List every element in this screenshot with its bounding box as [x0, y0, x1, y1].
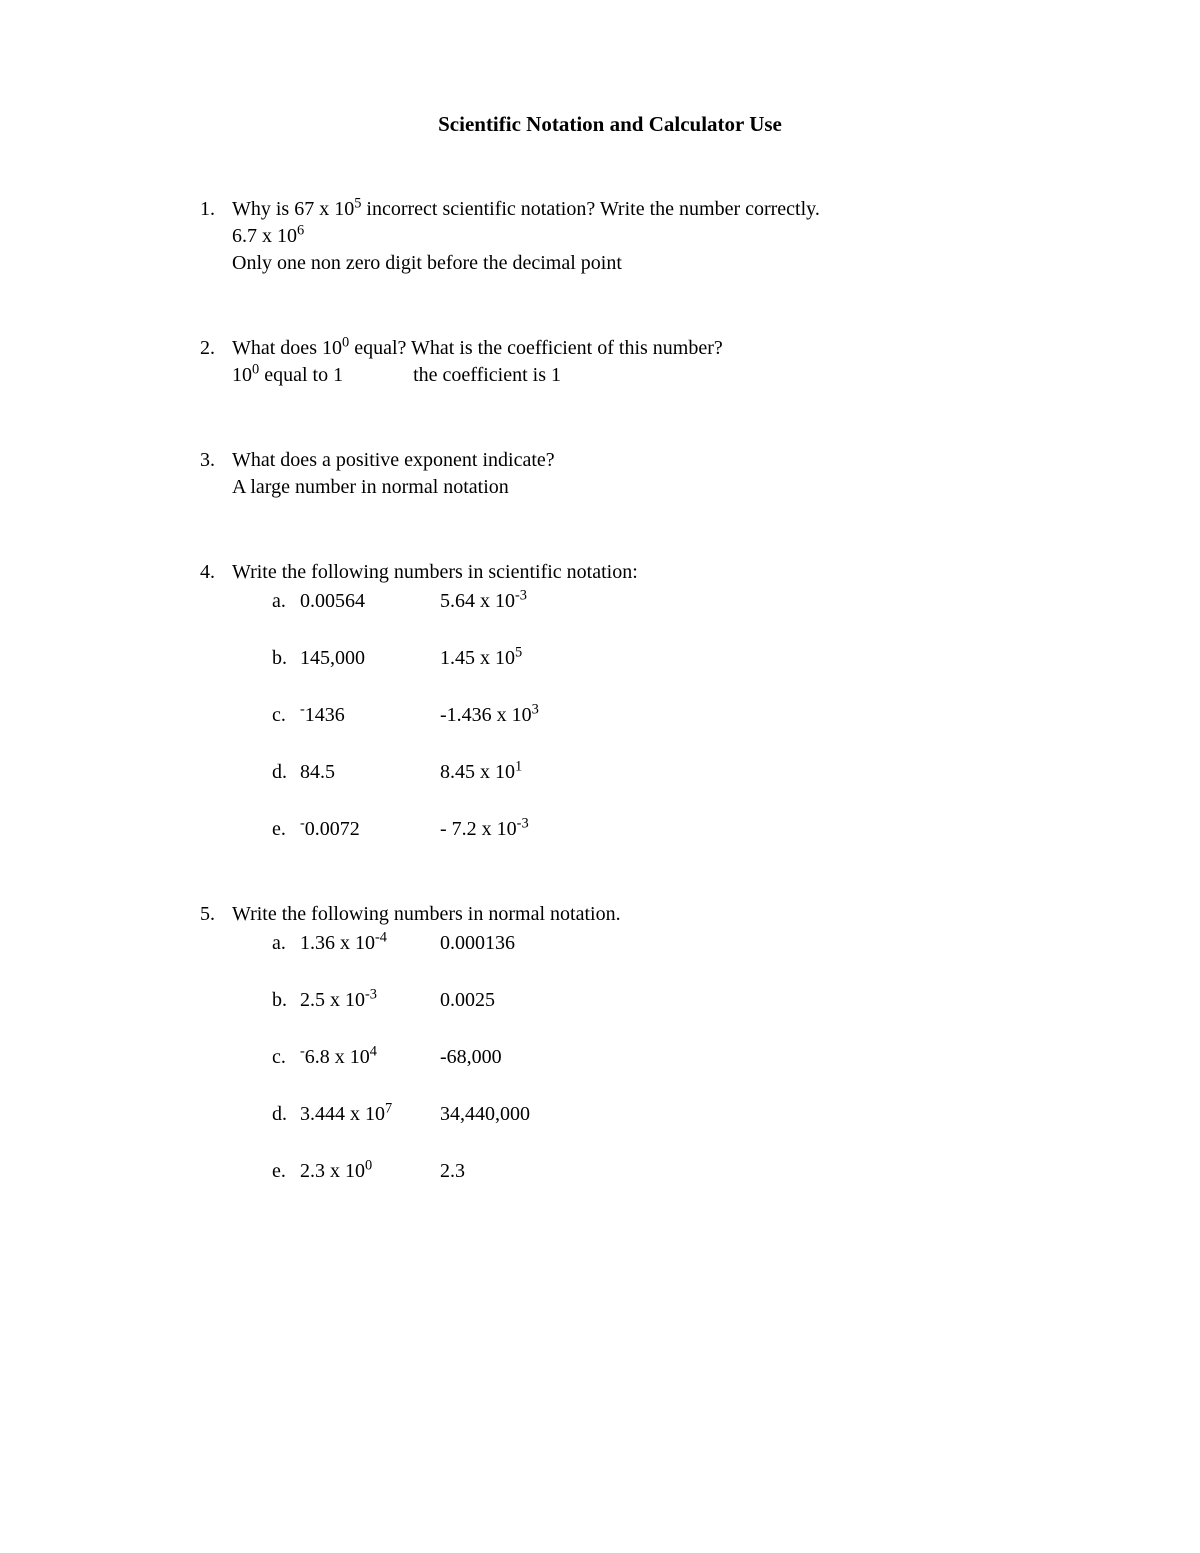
q4e-answer: - 7.2 x 10-3: [440, 816, 1020, 843]
q4-item-d: d. 84.5 8.45 x 101: [272, 759, 1020, 786]
q5c-label: c.: [272, 1044, 300, 1071]
q4d-given: 84.5: [300, 759, 440, 786]
q3-text: What does a positive exponent indicate?: [232, 447, 1020, 474]
q4a-label: a.: [272, 588, 300, 615]
question-1: 1. Why is 67 x 105 incorrect scientific …: [200, 196, 1020, 277]
q5-item-c: c. -6.8 x 104 -68,000: [272, 1044, 1020, 1071]
q4d-answer: 8.45 x 101: [440, 759, 1020, 786]
q5a-answer: 0.000136: [440, 930, 1020, 957]
q5-item-b: b. 2.5 x 10-3 0.0025: [272, 987, 1020, 1014]
q5e-label: e.: [272, 1158, 300, 1185]
q5-number: 5.: [200, 901, 232, 928]
q5c-answer: -68,000: [440, 1044, 1020, 1071]
q4c-given: -1436: [300, 702, 440, 729]
q4-item-c: c. -1436 -1.436 x 103: [272, 702, 1020, 729]
q5-item-a: a. 1.36 x 10-4 0.000136: [272, 930, 1020, 957]
worksheet-page: Scientific Notation and Calculator Use 1…: [0, 0, 1200, 1553]
q1-answer-1: 6.7 x 106: [232, 223, 1020, 250]
q1-answer-2: Only one non zero digit before the decim…: [232, 250, 1020, 277]
q4b-given: 145,000: [300, 645, 440, 672]
question-2: 2. What does 100 equal? What is the coef…: [200, 335, 1020, 389]
q5b-label: b.: [272, 987, 300, 1014]
q3-answer: A large number in normal notation: [232, 474, 1020, 501]
q1-text: Why is 67 x 105 incorrect scientific not…: [232, 196, 1020, 223]
q5d-label: d.: [272, 1101, 300, 1128]
q4a-given: 0.00564: [300, 588, 440, 615]
q5b-answer: 0.0025: [440, 987, 1020, 1014]
q4e-given: -0.0072: [300, 816, 440, 843]
q5e-answer: 2.3: [440, 1158, 1020, 1185]
q2-answer-part2: the coefficient is 1: [413, 364, 561, 386]
q4e-label: e.: [272, 816, 300, 843]
q5c-given: -6.8 x 104: [300, 1044, 440, 1071]
q5d-answer: 34,440,000: [440, 1101, 1020, 1128]
q4-item-a: a. 0.00564 5.64 x 10-3: [272, 588, 1020, 615]
q4-number: 4.: [200, 559, 232, 586]
q4b-answer: 1.45 x 105: [440, 645, 1020, 672]
question-5: 5. Write the following numbers in normal…: [200, 901, 1020, 1185]
q3-number: 3.: [200, 447, 232, 474]
q5e-given: 2.3 x 100: [300, 1158, 440, 1185]
q5a-label: a.: [272, 930, 300, 957]
question-4: 4. Write the following numbers in scient…: [200, 559, 1020, 843]
q5-item-d: d. 3.444 x 107 34,440,000: [272, 1101, 1020, 1128]
q4-prompt: Write the following numbers in scientifi…: [232, 559, 1020, 586]
page-title: Scientific Notation and Calculator Use: [200, 110, 1020, 138]
q2-answer: 100 equal to 1 the coefficient is 1: [232, 362, 1020, 389]
q5-item-e: e. 2.3 x 100 2.3: [272, 1158, 1020, 1185]
q5d-given: 3.444 x 107: [300, 1101, 440, 1128]
q2-answer-part1: 100 equal to 1: [232, 364, 343, 386]
q4c-answer: -1.436 x 103: [440, 702, 1020, 729]
q5b-given: 2.5 x 10-3: [300, 987, 440, 1014]
q4a-answer: 5.64 x 10-3: [440, 588, 1020, 615]
q2-number: 2.: [200, 335, 232, 362]
q1-number: 1.: [200, 196, 232, 223]
q5-prompt: Write the following numbers in normal no…: [232, 901, 1020, 928]
q4d-label: d.: [272, 759, 300, 786]
q4b-label: b.: [272, 645, 300, 672]
q5a-given: 1.36 x 10-4: [300, 930, 440, 957]
q4-item-b: b. 145,000 1.45 x 105: [272, 645, 1020, 672]
q4-item-e: e. -0.0072 - 7.2 x 10-3: [272, 816, 1020, 843]
question-3: 3. What does a positive exponent indicat…: [200, 447, 1020, 501]
q5-subitems: a. 1.36 x 10-4 0.000136 b. 2.5 x 10-3 0.…: [272, 930, 1020, 1185]
q2-text: What does 100 equal? What is the coeffic…: [232, 335, 1020, 362]
q4c-label: c.: [272, 702, 300, 729]
q4-subitems: a. 0.00564 5.64 x 10-3 b. 145,000 1.45 x…: [272, 588, 1020, 843]
